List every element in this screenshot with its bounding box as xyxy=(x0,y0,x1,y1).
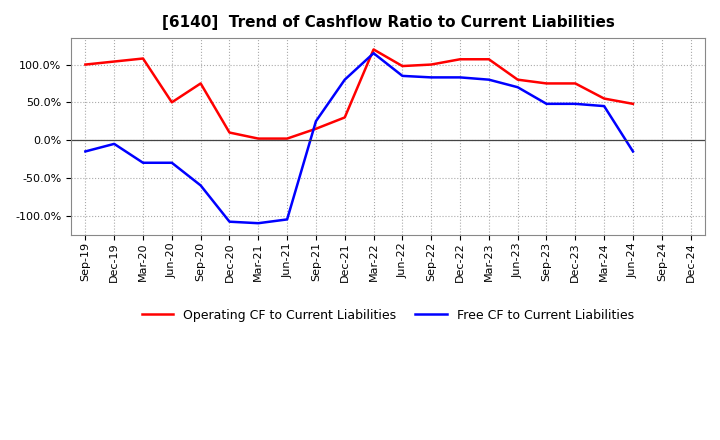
Operating CF to Current Liabilities xyxy=(427,62,436,67)
Operating CF to Current Liabilities xyxy=(542,81,551,86)
Free CF to Current Liabilities xyxy=(225,219,234,224)
Operating CF to Current Liabilities xyxy=(341,115,349,120)
Operating CF to Current Liabilities xyxy=(456,57,464,62)
Operating CF to Current Liabilities xyxy=(139,56,148,61)
Free CF to Current Liabilities xyxy=(81,149,90,154)
Operating CF to Current Liabilities xyxy=(485,57,493,62)
Operating CF to Current Liabilities xyxy=(81,62,90,67)
Free CF to Current Liabilities xyxy=(341,77,349,82)
Free CF to Current Liabilities xyxy=(254,220,263,226)
Free CF to Current Liabilities xyxy=(571,101,580,106)
Operating CF to Current Liabilities xyxy=(629,101,637,106)
Free CF to Current Liabilities xyxy=(456,75,464,80)
Line: Free CF to Current Liabilities: Free CF to Current Liabilities xyxy=(86,53,633,223)
Free CF to Current Liabilities xyxy=(139,160,148,165)
Free CF to Current Liabilities xyxy=(369,51,378,56)
Free CF to Current Liabilities xyxy=(513,84,522,90)
Operating CF to Current Liabilities xyxy=(254,136,263,141)
Line: Operating CF to Current Liabilities: Operating CF to Current Liabilities xyxy=(86,49,633,139)
Operating CF to Current Liabilities xyxy=(283,136,292,141)
Operating CF to Current Liabilities xyxy=(225,130,234,135)
Free CF to Current Liabilities xyxy=(542,101,551,106)
Operating CF to Current Liabilities xyxy=(369,47,378,52)
Operating CF to Current Liabilities xyxy=(110,59,119,64)
Title: [6140]  Trend of Cashflow Ratio to Current Liabilities: [6140] Trend of Cashflow Ratio to Curren… xyxy=(161,15,614,30)
Operating CF to Current Liabilities xyxy=(571,81,580,86)
Free CF to Current Liabilities xyxy=(398,73,407,78)
Operating CF to Current Liabilities xyxy=(168,100,176,105)
Free CF to Current Liabilities xyxy=(312,118,320,124)
Operating CF to Current Liabilities xyxy=(398,63,407,69)
Free CF to Current Liabilities xyxy=(168,160,176,165)
Free CF to Current Liabilities xyxy=(600,103,608,109)
Free CF to Current Liabilities xyxy=(283,217,292,222)
Free CF to Current Liabilities xyxy=(197,183,205,188)
Free CF to Current Liabilities xyxy=(485,77,493,82)
Operating CF to Current Liabilities xyxy=(513,77,522,82)
Free CF to Current Liabilities xyxy=(110,141,119,147)
Legend: Operating CF to Current Liabilities, Free CF to Current Liabilities: Operating CF to Current Liabilities, Fre… xyxy=(138,304,639,326)
Operating CF to Current Liabilities xyxy=(600,96,608,101)
Free CF to Current Liabilities xyxy=(427,75,436,80)
Operating CF to Current Liabilities xyxy=(197,81,205,86)
Free CF to Current Liabilities xyxy=(629,149,637,154)
Operating CF to Current Liabilities xyxy=(312,126,320,132)
